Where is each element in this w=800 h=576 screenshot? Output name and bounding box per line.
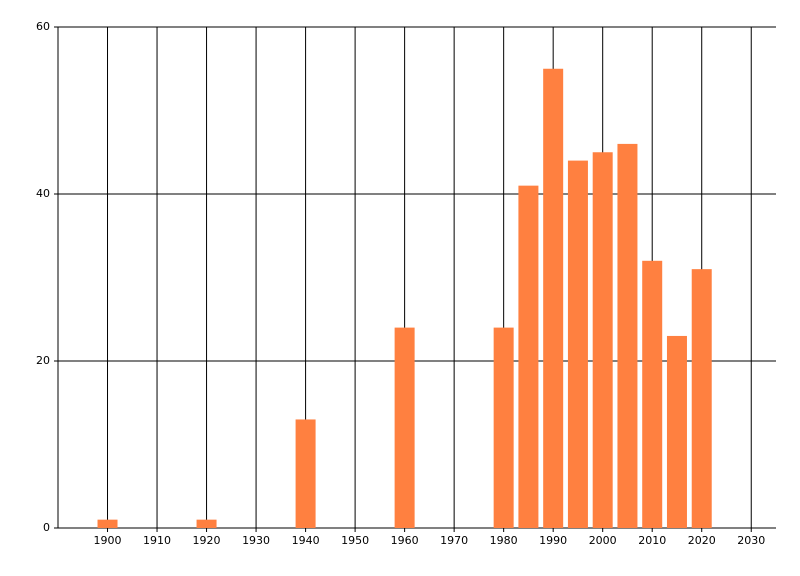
bar — [642, 260, 663, 528]
bar — [691, 269, 712, 528]
bar — [295, 419, 316, 528]
bar — [543, 68, 564, 528]
x-tick-label: 1910 — [143, 534, 171, 547]
y-tick-label: 0 — [43, 521, 50, 534]
bar — [394, 327, 415, 528]
bar — [518, 185, 539, 528]
x-tick-label: 2030 — [737, 534, 765, 547]
x-tick-label: 1960 — [391, 534, 419, 547]
x-tick-label: 2000 — [589, 534, 617, 547]
x-tick-label: 2020 — [688, 534, 716, 547]
x-tick-label: 2010 — [638, 534, 666, 547]
x-tick-label: 1930 — [242, 534, 270, 547]
bar — [567, 160, 588, 528]
x-tick-label: 1920 — [193, 534, 221, 547]
x-tick-label: 1900 — [94, 534, 122, 547]
y-tick-label: 40 — [36, 187, 50, 200]
bar — [666, 335, 687, 528]
bar — [97, 519, 118, 528]
x-tick-label: 1980 — [490, 534, 518, 547]
y-tick-label: 60 — [36, 20, 50, 33]
x-tick-label: 1950 — [341, 534, 369, 547]
x-tick-label: 1990 — [539, 534, 567, 547]
bar — [493, 327, 514, 528]
x-tick-label: 1940 — [292, 534, 320, 547]
bar — [196, 519, 217, 528]
bar — [617, 143, 638, 528]
bar — [592, 152, 613, 528]
y-tick-label: 20 — [36, 354, 50, 367]
x-tick-label: 1970 — [440, 534, 468, 547]
